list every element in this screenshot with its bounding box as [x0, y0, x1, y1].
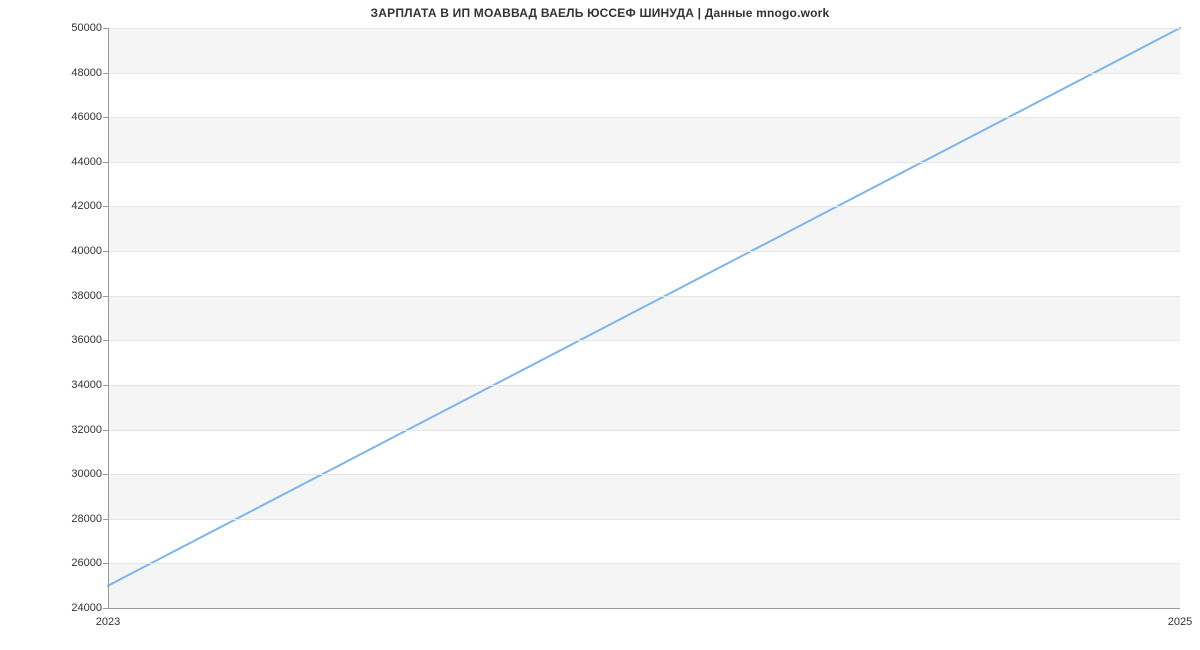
y-gridline	[108, 563, 1180, 564]
y-axis-line	[108, 28, 109, 608]
y-gridline	[108, 519, 1180, 520]
y-gridline	[108, 117, 1180, 118]
y-tick-label: 50000	[71, 22, 108, 34]
y-gridline	[108, 296, 1180, 297]
y-gridline	[108, 251, 1180, 252]
y-tick-label: 28000	[71, 513, 108, 525]
y-tick-label: 30000	[71, 468, 108, 480]
line-series-layer	[108, 28, 1180, 608]
y-tick-label: 38000	[71, 290, 108, 302]
y-tick-label: 32000	[71, 424, 108, 436]
y-tick-label: 46000	[71, 111, 108, 123]
y-gridline	[108, 73, 1180, 74]
x-tick-label: 2025	[1168, 608, 1192, 628]
y-gridline	[108, 206, 1180, 207]
y-gridline	[108, 28, 1180, 29]
y-gridline	[108, 474, 1180, 475]
y-tick-label: 48000	[71, 67, 108, 79]
chart-title: ЗАРПЛАТА В ИП МОАВВАД ВАЕЛЬ ЮССЕФ ШИНУДА…	[0, 6, 1200, 20]
y-gridline	[108, 340, 1180, 341]
x-tick-label: 2023	[96, 608, 120, 628]
x-axis-line	[108, 608, 1180, 609]
y-tick-label: 40000	[71, 245, 108, 257]
salary-chart: ЗАРПЛАТА В ИП МОАВВАД ВАЕЛЬ ЮССЕФ ШИНУДА…	[0, 0, 1200, 650]
y-gridline	[108, 162, 1180, 163]
series-line-salary	[108, 28, 1180, 586]
plot-area: 2400026000280003000032000340003600038000…	[108, 28, 1180, 608]
y-tick-label: 36000	[71, 334, 108, 346]
y-tick-label: 26000	[71, 557, 108, 569]
y-gridline	[108, 385, 1180, 386]
y-tick-label: 44000	[71, 156, 108, 168]
y-tick-label: 42000	[71, 200, 108, 212]
y-tick-label: 34000	[71, 379, 108, 391]
y-gridline	[108, 430, 1180, 431]
